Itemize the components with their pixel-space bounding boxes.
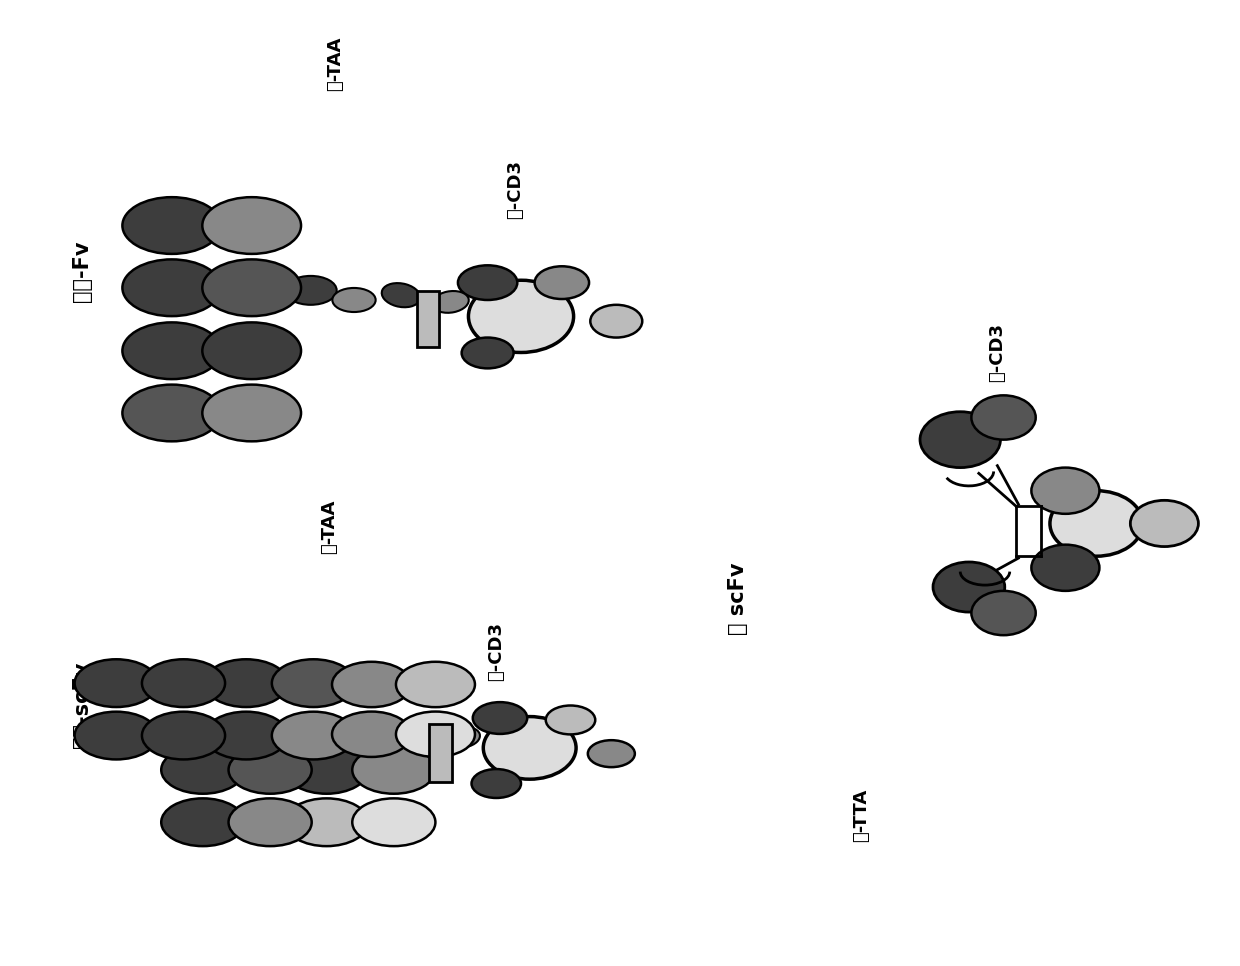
Ellipse shape: [471, 769, 521, 798]
Ellipse shape: [123, 384, 221, 441]
Ellipse shape: [352, 798, 435, 846]
Text: 抗-CD3: 抗-CD3: [487, 622, 505, 681]
Ellipse shape: [205, 659, 288, 707]
Ellipse shape: [141, 712, 226, 759]
Ellipse shape: [202, 323, 301, 379]
Text: 抗-TAA: 抗-TAA: [320, 499, 339, 554]
Text: 抗-CD3: 抗-CD3: [988, 324, 1007, 383]
Ellipse shape: [534, 267, 589, 299]
Ellipse shape: [546, 705, 595, 734]
Ellipse shape: [285, 276, 337, 305]
Bar: [417, 292, 439, 347]
Ellipse shape: [285, 746, 368, 794]
Ellipse shape: [202, 384, 301, 441]
Text: 抗-TAA: 抗-TAA: [326, 37, 345, 91]
Ellipse shape: [932, 562, 1004, 612]
Ellipse shape: [423, 725, 445, 738]
Ellipse shape: [285, 798, 368, 846]
Ellipse shape: [472, 702, 527, 734]
Ellipse shape: [123, 323, 221, 379]
Ellipse shape: [396, 712, 475, 757]
Ellipse shape: [1032, 545, 1100, 591]
Ellipse shape: [202, 197, 301, 254]
Text: 中心-scFv: 中心-scFv: [72, 662, 92, 748]
Text: 双 scFv: 双 scFv: [728, 562, 748, 635]
Ellipse shape: [971, 591, 1035, 636]
Ellipse shape: [332, 712, 410, 757]
Ellipse shape: [228, 798, 311, 846]
Ellipse shape: [161, 746, 244, 794]
Ellipse shape: [484, 717, 577, 780]
Ellipse shape: [461, 337, 513, 368]
Ellipse shape: [920, 412, 1001, 468]
Ellipse shape: [202, 260, 301, 316]
Ellipse shape: [469, 280, 574, 353]
Ellipse shape: [1032, 468, 1100, 514]
Bar: [429, 724, 451, 781]
Ellipse shape: [272, 659, 355, 707]
Ellipse shape: [433, 291, 469, 313]
Ellipse shape: [74, 659, 157, 707]
Ellipse shape: [1050, 491, 1143, 556]
Ellipse shape: [396, 662, 475, 707]
Ellipse shape: [161, 798, 244, 846]
Ellipse shape: [205, 712, 288, 759]
Ellipse shape: [332, 662, 410, 707]
Ellipse shape: [272, 712, 355, 759]
Ellipse shape: [590, 305, 642, 337]
Ellipse shape: [588, 740, 635, 767]
Ellipse shape: [332, 288, 376, 312]
Ellipse shape: [352, 746, 435, 794]
Ellipse shape: [74, 712, 157, 759]
Ellipse shape: [446, 727, 480, 748]
Ellipse shape: [141, 659, 226, 707]
Ellipse shape: [1131, 500, 1198, 547]
Ellipse shape: [123, 260, 221, 316]
Ellipse shape: [971, 395, 1035, 440]
Text: 抗-CD3: 抗-CD3: [506, 159, 523, 218]
Ellipse shape: [458, 266, 517, 300]
Text: 抗-TTA: 抗-TTA: [852, 788, 870, 842]
Ellipse shape: [123, 197, 221, 254]
Ellipse shape: [228, 746, 311, 794]
Text: 中心-Fv: 中心-Fv: [72, 241, 92, 301]
Ellipse shape: [382, 283, 420, 307]
